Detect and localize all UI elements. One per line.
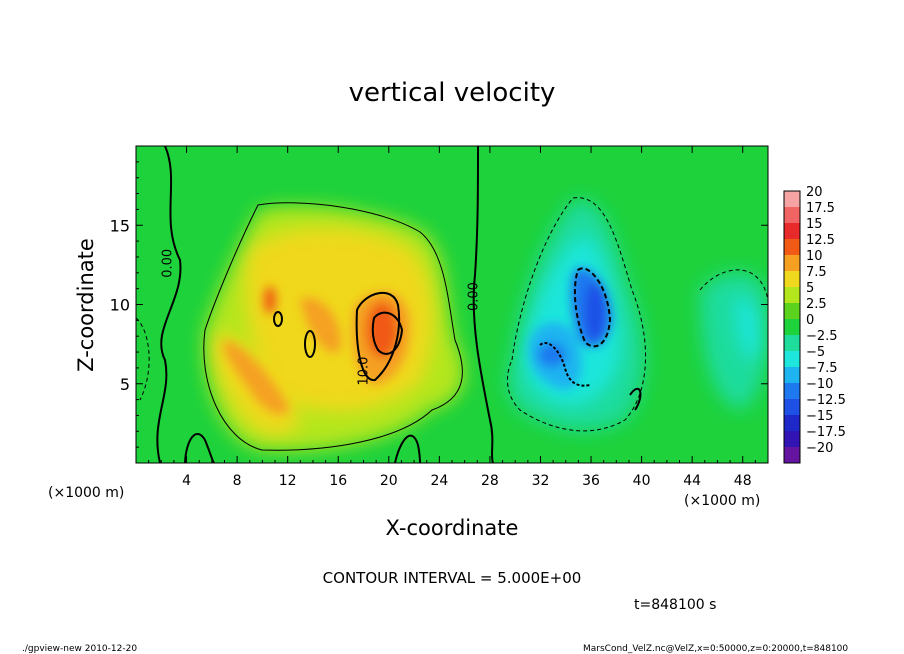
contour-neg5-left <box>136 317 150 401</box>
contour-neg5-right <box>699 269 768 301</box>
contour-small-c <box>629 387 642 411</box>
colorbar-swatch <box>784 255 800 271</box>
x-tick-label: 40 <box>633 473 651 489</box>
colorbar-swatch <box>784 399 800 415</box>
contour-label: 0.00 <box>466 282 481 311</box>
colorbar-swatch <box>784 319 800 335</box>
footer-right: MarsCond_VelZ.nc@VelZ,x=0:50000,z=0:2000… <box>583 644 848 654</box>
x-tick-label: 32 <box>532 473 550 489</box>
colorbar-label: −5 <box>806 345 825 360</box>
y-axis-label: Z-coordinate <box>74 238 98 372</box>
updraft-core <box>224 286 411 414</box>
x-tick-label: 8 <box>233 473 242 489</box>
colorbar-frame <box>783 190 801 464</box>
y-axis: 5 10 15 <box>110 161 768 448</box>
contour-10-small-b <box>304 330 316 358</box>
chart-title: vertical velocity <box>349 78 556 108</box>
colorbar-swatch <box>784 287 800 303</box>
y-tick-label: 15 <box>110 216 130 235</box>
colorbar-swatch <box>784 351 800 367</box>
zero-contour-left <box>156 146 182 463</box>
colorbar-label: −2.5 <box>806 329 838 344</box>
x-tick-label: 24 <box>430 473 448 489</box>
contour-neg10-patches <box>539 342 591 387</box>
contour-5-updraft <box>203 202 463 451</box>
time-text: t=848100 s <box>634 597 716 613</box>
colorbar-swatch <box>784 415 800 431</box>
colorbar-label: 12.5 <box>806 233 835 248</box>
colorbar-swatch <box>784 271 800 287</box>
x-tick-label: 16 <box>329 473 347 489</box>
contour-lines <box>136 146 768 463</box>
x-tick-label: 48 <box>734 473 752 489</box>
y-tick-label: 5 <box>120 375 130 394</box>
contour-labels: 0.00 0.00 10.0 <box>160 249 481 386</box>
colorbar-swatch <box>784 431 800 447</box>
colorbar-label: −12.5 <box>806 393 846 408</box>
x-tick-label: 20 <box>380 473 398 489</box>
contour-interval-text: CONTOUR INTERVAL = 5.000E+00 <box>323 569 582 587</box>
zero-contour-right <box>472 146 494 463</box>
x-axis-label: X-coordinate <box>386 516 519 540</box>
colorbar-label: 15 <box>806 217 823 232</box>
x-tick-label: 44 <box>683 473 701 489</box>
colorbar-label: 10 <box>806 249 823 264</box>
colorbar-label: −20 <box>806 441 833 456</box>
x-tick-label: 36 <box>582 473 600 489</box>
colorbar-swatch <box>784 303 800 319</box>
contour-label: 10.0 <box>356 357 371 386</box>
colorbar: 2017.51512.5107.552.50−2.5−5−7.5−10−12.5… <box>783 185 846 464</box>
colorbar-swatch <box>784 367 800 383</box>
colorbar-label: 20 <box>806 185 823 200</box>
contour-surface-a <box>184 433 215 463</box>
colorbar-label: −7.5 <box>806 361 838 376</box>
contour-label: 0.00 <box>160 249 175 278</box>
colorbar-swatch <box>784 447 800 463</box>
colorbar-label: 5 <box>806 281 814 296</box>
colorbar-label: 2.5 <box>806 297 827 312</box>
colorbar-swatch <box>784 207 800 223</box>
contour-10-inner <box>371 311 404 355</box>
colorbar-label: −17.5 <box>806 425 846 440</box>
colorbar-label: 7.5 <box>806 265 827 280</box>
colorbar-label: −15 <box>806 409 833 424</box>
x-tick-label: 28 <box>481 473 499 489</box>
footer-left: ./gpview-new 2010-12-20 <box>22 644 137 654</box>
contour-10-small-a <box>273 311 283 327</box>
colorbar-label: 0 <box>806 313 814 328</box>
x-tick-label: 12 <box>279 473 297 489</box>
x-unit-right: (×1000 m) <box>684 493 760 509</box>
colorbar-swatch <box>784 223 800 239</box>
colorbar-swatch <box>784 191 800 207</box>
colorbar-swatch <box>784 383 800 399</box>
x-tick-label: 4 <box>182 473 191 489</box>
heatmap-field: 0.00 0.00 10.0 <box>136 146 768 463</box>
contour-neg5-downdraft <box>507 197 646 432</box>
colorbar-label: 17.5 <box>806 201 835 216</box>
colorbar-label: −10 <box>806 377 833 392</box>
y-tick-label: 10 <box>110 296 130 315</box>
x-unit-left: (×1000 m) <box>48 485 124 501</box>
x-axis: 4 8 12 16 20 24 28 32 36 40 44 48 <box>148 146 756 489</box>
colorbar-swatch <box>784 239 800 255</box>
contour-surface-b <box>394 434 421 463</box>
colorbar-swatch <box>784 335 800 351</box>
